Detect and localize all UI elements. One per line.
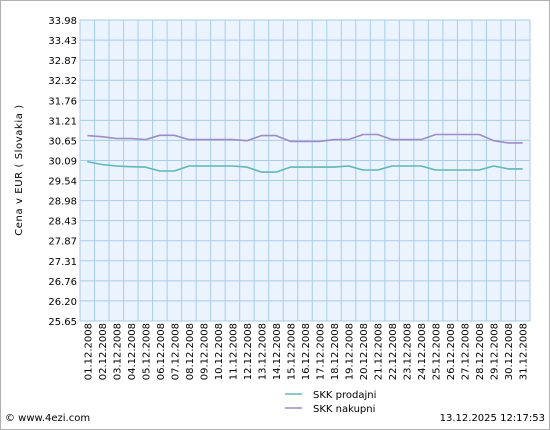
y-tick-label: 25.65 [48, 317, 77, 328]
copyright-text: © www.4ezi.com [5, 413, 91, 424]
x-tick-label: 29.12.2008 [490, 323, 501, 380]
x-tick-label: 10.12.2008 [214, 323, 225, 380]
y-tick-label: 26.20 [48, 297, 77, 308]
y-tick-label: 32.32 [48, 76, 77, 87]
x-tick-label: 25.12.2008 [432, 323, 443, 380]
series-line-1 [87, 160, 523, 173]
x-tick-label: 26.12.2008 [446, 323, 457, 380]
y-tick-label: 28.98 [48, 197, 77, 208]
x-tick-label: 20.12.2008 [359, 323, 370, 380]
legend-label: SKK prodajni [313, 390, 376, 401]
y-tick-labels: 33.98 33.43 32.87 32.32 31.76 31.21 30.65 30.09… [48, 16, 77, 328]
legend: SKK prodajni SKK nakupni [285, 390, 376, 415]
x-tick-label: 15.12.2008 [286, 323, 297, 380]
y-axis-label: Cena v EUR ( Slovakia ) [14, 104, 25, 236]
x-tick-label: 02.12.2008 [98, 323, 109, 380]
x-tick-label: 03.12.2008 [112, 323, 123, 380]
x-tick-label: 30.12.2008 [504, 323, 515, 380]
y-tick-label: 27.31 [48, 257, 77, 268]
y-tick-label: 29.54 [48, 177, 77, 188]
x-tick-label: 06.12.2008 [156, 323, 167, 380]
x-tick-label: 19.12.2008 [345, 323, 356, 380]
y-tick-label: 27.87 [48, 237, 77, 248]
x-tick-label: 27.12.2008 [461, 323, 472, 380]
x-tick-label: 11.12.2008 [228, 323, 239, 380]
y-tick-label: 32.87 [48, 56, 77, 67]
x-tick-label: 07.12.2008 [170, 323, 181, 380]
y-tick-label: 30.09 [48, 156, 77, 167]
y-tick-label: 30.65 [48, 136, 77, 147]
x-tick-label: 14.12.2008 [272, 323, 283, 380]
y-tick-label: 28.43 [48, 217, 77, 228]
y-tick-label: 33.43 [48, 36, 77, 47]
x-tick-label: 21.12.2008 [374, 323, 385, 380]
x-tick-label: 13.12.2008 [257, 323, 268, 380]
x-tick-label: 08.12.2008 [185, 323, 196, 380]
x-tick-label: 12.12.2008 [243, 323, 254, 380]
x-tick-label: 17.12.2008 [316, 323, 327, 380]
x-tick-label: 05.12.2008 [141, 323, 152, 380]
x-tick-label: 23.12.2008 [403, 323, 414, 380]
y-tick-label: 26.76 [48, 277, 77, 288]
series-lines [87, 133, 523, 173]
x-tick-labels: 01.12.2008 02.12.2008 03.12.2008 04.12.2008… [83, 323, 529, 380]
x-tick-label: 18.12.2008 [330, 323, 341, 380]
timestamp-text: 13.12.2025 12:17:53 [439, 413, 545, 424]
x-tick-label: 31.12.2008 [519, 323, 530, 380]
x-tick-label: 28.12.2008 [475, 323, 486, 380]
x-tick-label: 24.12.2008 [417, 323, 428, 380]
y-tick-label: 31.21 [48, 116, 77, 127]
x-tick-label: 16.12.2008 [301, 323, 312, 380]
x-tick-label: 09.12.2008 [199, 323, 210, 380]
y-tick-label: 31.76 [48, 96, 77, 107]
plot-border [79, 19, 531, 322]
x-tick-label: 04.12.2008 [127, 323, 138, 380]
legend-label: SKK nakupni [313, 404, 375, 415]
x-tick-label: 01.12.2008 [83, 323, 94, 380]
y-tick-label: 33.98 [48, 16, 77, 27]
x-tick-label: 22.12.2008 [388, 323, 399, 380]
series-line-2 [87, 133, 523, 144]
